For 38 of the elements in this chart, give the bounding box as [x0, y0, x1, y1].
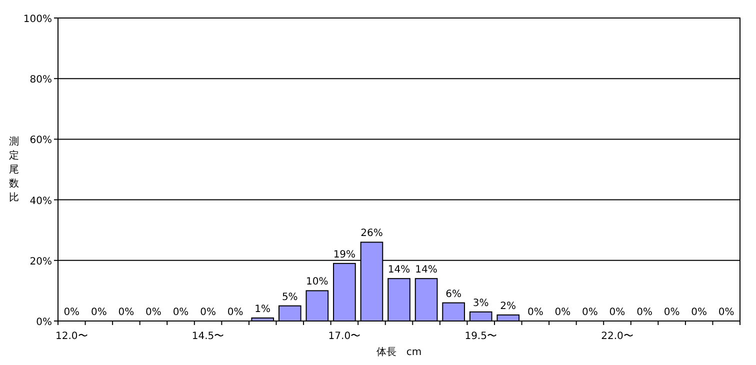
y-tick-label: 40% — [30, 196, 52, 207]
y-tick-label: 0% — [36, 317, 52, 328]
data-label: 5% — [282, 292, 298, 303]
data-label: 0% — [146, 307, 162, 318]
data-label: 0% — [582, 307, 598, 318]
data-label: 1% — [254, 304, 271, 315]
data-label: 2% — [500, 300, 516, 312]
y-axis-title: 測定尾数比 — [9, 136, 19, 204]
data-label: 0% — [172, 307, 189, 318]
data-label: 0% — [664, 307, 680, 318]
data-label: 0% — [118, 307, 134, 318]
data-label: 0% — [200, 307, 216, 318]
data-label: 0% — [227, 307, 244, 318]
x-tick-label: 17.0〜 — [328, 331, 361, 342]
data-label: 0% — [691, 307, 708, 318]
x-tick-label: 14.5〜 — [192, 331, 224, 342]
data-label: 6% — [446, 288, 462, 300]
data-label: 14% — [415, 264, 438, 276]
x-tick-label: 12.0〜 — [56, 331, 88, 342]
y-tick-label: 100% — [23, 14, 52, 25]
y-tick-label: 60% — [30, 135, 52, 146]
y-tick-label: 20% — [30, 256, 52, 268]
x-tick-label: 22.0〜 — [601, 331, 634, 342]
data-label: 0% — [609, 307, 626, 318]
data-label: 3% — [472, 298, 489, 309]
data-label: 10% — [306, 276, 328, 288]
data-label: 0% — [64, 307, 80, 318]
data-label: 26% — [360, 228, 383, 240]
data-label: 0% — [554, 307, 571, 318]
data-label: 0% — [527, 307, 544, 318]
data-label: 19% — [333, 249, 356, 260]
y-tick-label: 80% — [30, 74, 52, 86]
x-axis-title: 体長 cm — [376, 346, 422, 358]
x-tick-label: 19.5〜 — [464, 331, 497, 342]
data-label: 0% — [90, 307, 107, 318]
data-label: 0% — [636, 307, 652, 318]
data-label: 0% — [718, 307, 734, 318]
data-label: 14% — [388, 264, 410, 276]
